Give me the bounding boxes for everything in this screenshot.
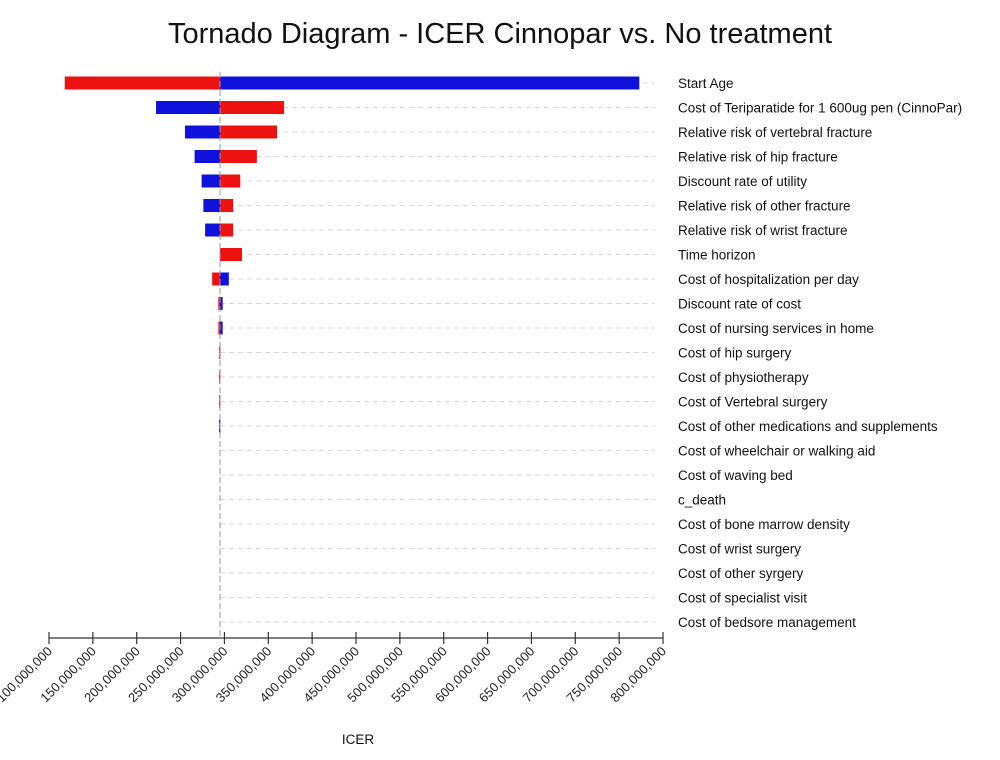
- category-label: Time horizon: [678, 248, 756, 263]
- category-labels: Start Age Cost of Teriparatide for 1 600u…: [678, 76, 962, 630]
- category-label: Cost of Teriparatide for 1 600ug pen (Ci…: [678, 101, 962, 116]
- blue-bar: [220, 272, 229, 286]
- blue-bar: [184, 125, 221, 139]
- category-label: Relative risk of hip fracture: [678, 150, 838, 165]
- red-bar: [220, 223, 234, 237]
- category-label: Start Age: [678, 76, 734, 91]
- blue-bar: [156, 101, 221, 114]
- category-label: Cost of wheelchair or walking aid: [678, 444, 875, 459]
- red-bar: [64, 76, 221, 90]
- category-label: Cost of wrist surgery: [678, 542, 801, 557]
- blue-bar: [194, 150, 221, 163]
- x-axis-title: ICER: [342, 732, 375, 747]
- category-label: Cost of specialist visit: [678, 591, 807, 606]
- bars: [64, 76, 640, 433]
- blue-bar: [205, 223, 221, 237]
- red-bar: [220, 174, 241, 188]
- red-bar: [220, 125, 278, 139]
- chart-title: Tornado Diagram - ICER Cinnopar vs. No t…: [167, 18, 833, 50]
- category-label: Cost of physiotherapy: [678, 370, 809, 385]
- blue-bar: [220, 321, 223, 335]
- x-axis: 100,000,000150,000,000200,000,000250,000…: [0, 632, 669, 705]
- red-bar: [220, 150, 257, 163]
- category-label: Cost of other medications and supplement…: [678, 419, 938, 434]
- red-bar: [219, 370, 221, 384]
- category-label: Discount rate of cost: [678, 297, 801, 312]
- red-bar: [220, 199, 234, 212]
- blue-bar: [220, 76, 640, 90]
- category-label: Cost of bone marrow density: [678, 517, 850, 532]
- category-label: Cost of hip surgery: [678, 346, 792, 361]
- red-bar: [220, 101, 285, 114]
- red-bar: [212, 272, 221, 286]
- category-label: Cost of Vertebral surgery: [678, 395, 828, 410]
- grid-lines: [220, 82, 655, 623]
- category-label: Cost of hospitalization per day: [678, 272, 859, 287]
- red-bar: [218, 321, 221, 335]
- category-label: Cost of bedsore management: [678, 615, 856, 630]
- red-bar: [218, 297, 221, 310]
- category-label: Relative risk of wrist fracture: [678, 223, 848, 238]
- blue-bar: [201, 174, 221, 188]
- category-label: Relative risk of vertebral fracture: [678, 125, 872, 140]
- blue-bar: [203, 199, 221, 212]
- category-label: Cost of other syrgery: [678, 566, 804, 581]
- blue-bar: [220, 297, 223, 310]
- category-label: c_death: [678, 493, 726, 508]
- category-label: Cost of nursing services in home: [678, 321, 874, 336]
- category-label: Cost of waving bed: [678, 468, 793, 483]
- red-bar: [220, 248, 242, 261]
- category-label: Discount rate of utility: [678, 174, 807, 189]
- category-label: Relative risk of other fracture: [678, 199, 851, 214]
